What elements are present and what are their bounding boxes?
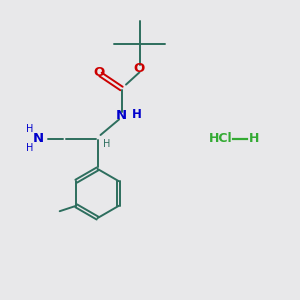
Text: H: H [249, 132, 260, 145]
Text: N: N [33, 131, 44, 145]
Text: H: H [132, 107, 142, 121]
Text: O: O [93, 66, 105, 79]
Text: H: H [26, 143, 33, 153]
Text: HCl: HCl [209, 132, 232, 145]
Text: N: N [116, 109, 127, 122]
Text: H: H [103, 139, 111, 149]
Text: O: O [134, 62, 145, 75]
Text: H: H [26, 124, 33, 134]
